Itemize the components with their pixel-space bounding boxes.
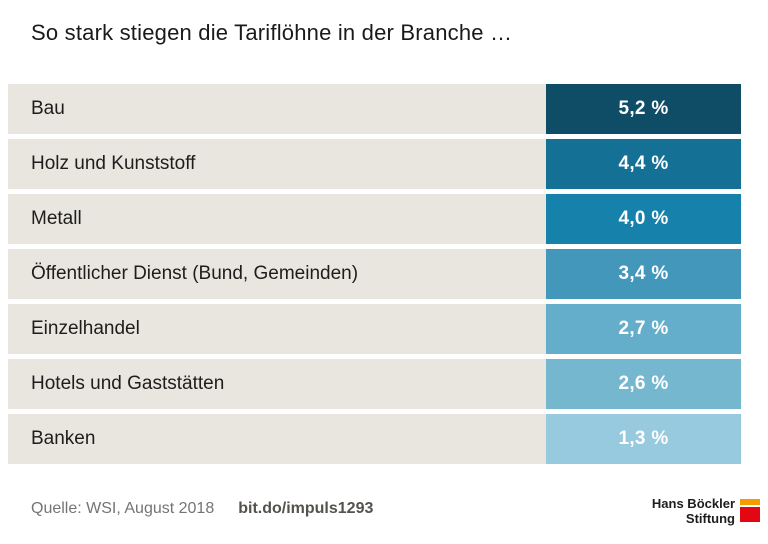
category-label: Einzelhandel	[31, 318, 140, 339]
source-text: Quelle: WSI, August 2018	[31, 500, 215, 517]
bar-row: Metall 4,0 %	[8, 194, 741, 244]
value-label: 3,4 %	[618, 263, 669, 284]
value-bar: 4,0 %	[546, 194, 741, 244]
logo-line-1: Hans Böckler	[651, 496, 735, 511]
value-bar: 5,2 %	[546, 84, 741, 134]
link-text: bit.do/impuls1293	[238, 500, 374, 517]
bar-row: Holz und Kunststoff 4,4 %	[8, 139, 741, 189]
value-bar: 3,4 %	[546, 249, 741, 299]
value-bar: 4,4 %	[546, 139, 741, 189]
value-label: 5,2 %	[618, 98, 669, 119]
category-label: Hotels und Gaststätten	[31, 373, 225, 394]
value-label: 4,0 %	[618, 208, 669, 229]
bar-row: Öffentlicher Dienst (Bund, Gemeinden) 3,…	[8, 249, 741, 299]
value-label: 1,3 %	[618, 428, 669, 449]
logo-text: Hans Böckler Stiftung	[651, 496, 735, 527]
bar-chart: Bau 5,2 % Holz und Kunststoff 4,4 % Meta…	[8, 84, 741, 469]
bar-row: Banken 1,3 %	[8, 414, 741, 464]
category-label: Banken	[31, 428, 96, 449]
value-label: 4,4 %	[618, 153, 669, 174]
chart-title: So stark stiegen die Tariflöhne in der B…	[31, 20, 513, 45]
logo-red-square-icon	[740, 507, 760, 522]
logo-mark-icon	[740, 499, 760, 522]
logo-orange-bar-icon	[740, 499, 760, 505]
logo-line-2: Stiftung	[685, 510, 735, 526]
category-label: Holz und Kunststoff	[31, 153, 196, 174]
bar-row: Einzelhandel 2,7 %	[8, 304, 741, 354]
hans-boeckler-stiftung-logo: Hans Böckler Stiftung	[651, 496, 760, 527]
category-label: Öffentlicher Dienst (Bund, Gemeinden)	[31, 263, 359, 284]
footer: Quelle: WSI, August 2018 bit.do/impuls12…	[31, 496, 760, 526]
category-label: Bau	[31, 98, 65, 119]
bar-row: Bau 5,2 %	[8, 84, 741, 134]
value-label: 2,7 %	[618, 318, 669, 339]
value-bar: 1,3 %	[546, 414, 741, 464]
value-bar: 2,7 %	[546, 304, 741, 354]
bar-row: Hotels und Gaststätten 2,6 %	[8, 359, 741, 409]
value-bar: 2,6 %	[546, 359, 741, 409]
value-label: 2,6 %	[618, 373, 669, 394]
category-label: Metall	[31, 208, 82, 229]
